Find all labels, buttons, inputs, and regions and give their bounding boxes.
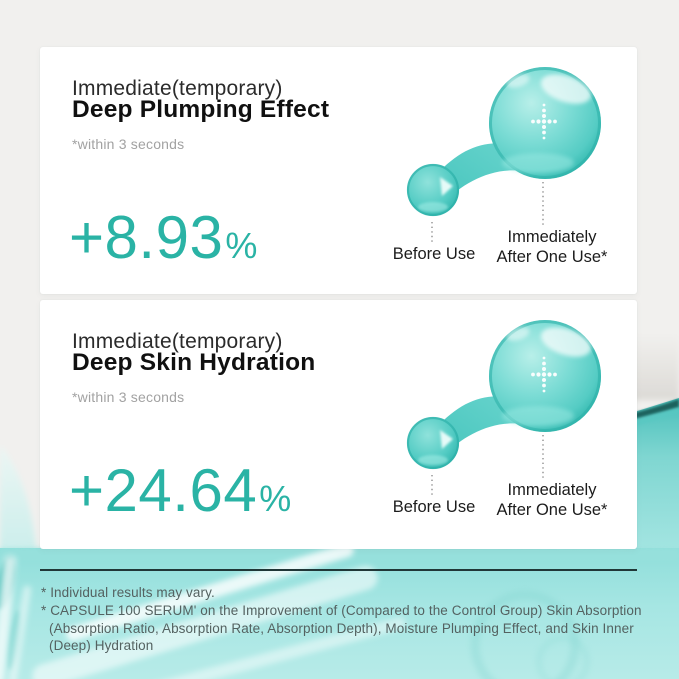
before-use-label: Before Use bbox=[392, 245, 476, 263]
before-after-graphic: Before Use Immediately After One Use* bbox=[388, 55, 640, 287]
stat-number: +24.64 bbox=[69, 457, 258, 524]
plus-icon bbox=[531, 356, 557, 393]
before-use-label: Before Use bbox=[392, 498, 476, 516]
before-bubble bbox=[406, 416, 460, 470]
serum-bubbles-illustration bbox=[406, 67, 601, 243]
footnote-line: * Individual results may vary. bbox=[41, 585, 215, 600]
after-bubble bbox=[489, 320, 601, 432]
footnotes: * Individual results may vary. * CAPSULE… bbox=[41, 584, 656, 655]
stat-card-plumping: Immediate(temporary) Deep Plumping Effec… bbox=[40, 47, 637, 294]
serum-bubbles-illustration bbox=[406, 320, 601, 496]
card-title: Deep Plumping Effect bbox=[72, 96, 330, 123]
after-use-label: Immediately After One Use* bbox=[496, 228, 608, 266]
stat-number: +8.93 bbox=[69, 204, 224, 271]
stat-card-hydration: Immediate(temporary) Deep Skin Hydration… bbox=[40, 300, 637, 549]
before-after-graphic: Before Use Immediately After One Use* bbox=[388, 308, 640, 540]
footnote-line: * CAPSULE 100 SERUM' on the Improvement … bbox=[41, 602, 642, 618]
card-eyebrow: Immediate(temporary) bbox=[72, 330, 283, 353]
plus-icon bbox=[531, 103, 557, 140]
before-bubble bbox=[406, 163, 460, 217]
after-bubble bbox=[489, 67, 601, 179]
card-note: *within 3 seconds bbox=[72, 136, 185, 152]
card-eyebrow: Immediate(temporary) bbox=[72, 77, 283, 100]
after-use-label: Immediately After One Use* bbox=[496, 481, 608, 519]
stat-value: +8.93 % bbox=[69, 203, 257, 273]
percent-sign: % bbox=[259, 478, 292, 519]
stat-value: +24.64 % bbox=[69, 456, 291, 526]
card-title: Deep Skin Hydration bbox=[72, 349, 316, 376]
footer-divider bbox=[40, 569, 637, 571]
card-note: *within 3 seconds bbox=[72, 389, 185, 405]
percent-sign: % bbox=[225, 225, 258, 266]
footnote-line: (Absorption Ratio, Absorption Rate, Abso… bbox=[49, 620, 634, 654]
